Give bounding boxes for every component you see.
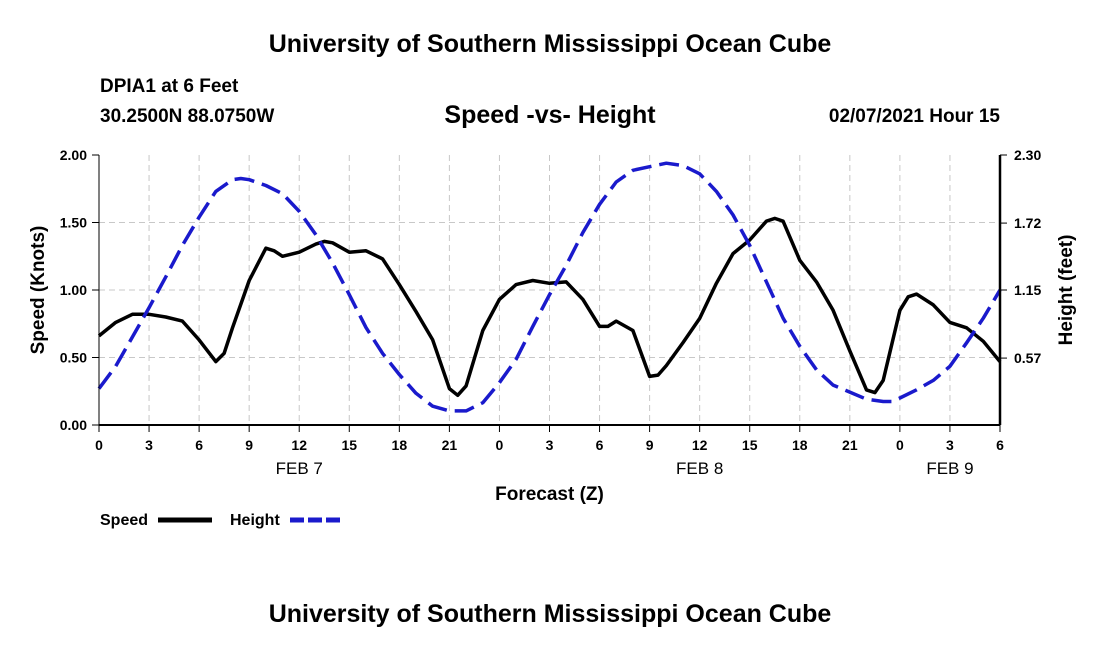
axes bbox=[92, 154, 1007, 432]
y-tick-label: 1.00 bbox=[60, 282, 87, 298]
station-label: DPIA1 at 6 Feet bbox=[100, 76, 239, 97]
y-tick-label: 0.00 bbox=[60, 417, 87, 433]
x-tick-label: 3 bbox=[946, 437, 954, 453]
legend-label: Speed bbox=[100, 512, 148, 529]
y2-axis-title: Height (feet) bbox=[1056, 235, 1077, 346]
x-tick-label: 0 bbox=[896, 437, 904, 453]
x-tick-label: 18 bbox=[792, 437, 808, 453]
x-tick-label: 9 bbox=[646, 437, 654, 453]
x-tick-label: 12 bbox=[291, 437, 307, 453]
y2-tick-label: 0.57 bbox=[1014, 350, 1041, 366]
x-tick-label: 0 bbox=[496, 437, 504, 453]
x-tick-label: 0 bbox=[95, 437, 103, 453]
y2-tick-label: 2.30 bbox=[1014, 147, 1041, 163]
x-tick-label: 21 bbox=[842, 437, 858, 453]
legend: Speed Height bbox=[100, 512, 344, 529]
series-line-height bbox=[97, 161, 1002, 413]
x-tick-label: 3 bbox=[546, 437, 554, 453]
x-axis-title: Forecast (Z) bbox=[495, 484, 604, 505]
x-tick-label: 9 bbox=[245, 437, 253, 453]
x-tick-label: 15 bbox=[341, 437, 357, 453]
footer-title: University of Southern Mississippi Ocean… bbox=[268, 600, 832, 628]
x-tick-label: 12 bbox=[692, 437, 708, 453]
date-label: FEB 9 bbox=[926, 459, 973, 478]
y2-tick-label: 1.72 bbox=[1014, 215, 1041, 231]
x-tick-label: 21 bbox=[442, 437, 458, 453]
grid bbox=[99, 155, 1000, 425]
x-tick-label: 18 bbox=[392, 437, 408, 453]
axis-labels: 0 3 6 9 12 15 18 21 0 3 6 9 12 15 18 21 0 3 6 0.00 0.50 1.00 1… bbox=[28, 147, 1077, 505]
date-label: FEB 7 bbox=[276, 459, 323, 478]
y2-tick-label: 1.15 bbox=[1014, 282, 1041, 298]
page-title: University of Southern Mississippi Ocean… bbox=[268, 30, 832, 58]
y-tick-label: 2.00 bbox=[60, 147, 87, 163]
x-tick-label: 6 bbox=[195, 437, 203, 453]
legend-label: Height bbox=[230, 512, 280, 529]
y-tick-label: 1.50 bbox=[60, 215, 87, 231]
forecast-datetime: 02/07/2021 Hour 15 bbox=[828, 106, 1000, 127]
x-tick-label: 3 bbox=[145, 437, 153, 453]
x-tick-label: 6 bbox=[596, 437, 604, 453]
x-tick-label: 15 bbox=[742, 437, 758, 453]
y-tick-label: 0.50 bbox=[60, 350, 87, 366]
series-lines bbox=[97, 161, 1002, 413]
x-tick-label: 6 bbox=[996, 437, 1004, 453]
date-label: FEB 8 bbox=[676, 459, 723, 478]
station-coordinates: 30.2500N 88.0750W bbox=[100, 106, 275, 127]
chart-title: Speed -vs- Height bbox=[444, 101, 656, 129]
y-axis-title: Speed (Knots) bbox=[28, 226, 49, 355]
